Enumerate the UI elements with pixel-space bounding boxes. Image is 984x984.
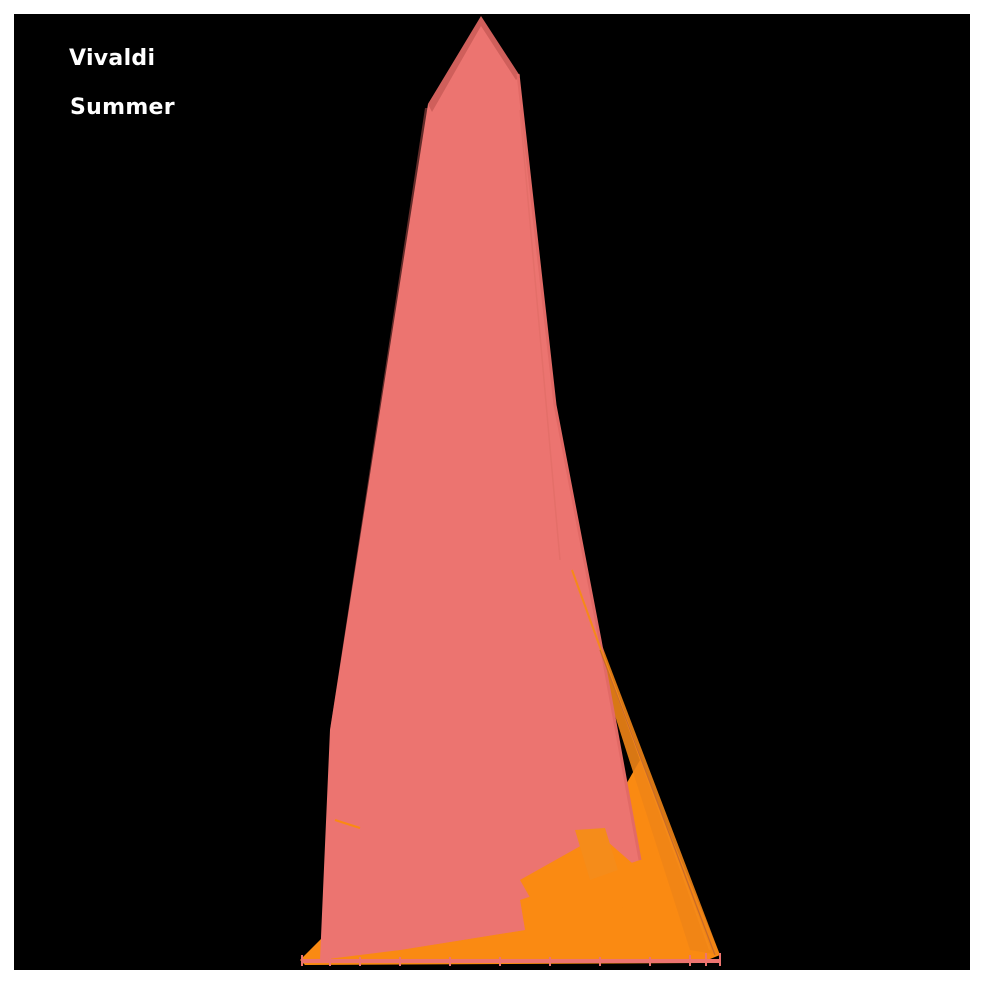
orange-thread-2 [599,649,716,956]
orange-streak-2 [575,828,618,880]
spire-inner-ridge [519,109,561,561]
composer-label: Vivaldi [69,46,156,71]
piece-label: Summer [70,95,175,120]
orange-fan-right [600,640,720,955]
pink-overlay-lower [330,870,525,955]
spire-tip [428,16,520,112]
main-spire [320,18,640,960]
orange-thread-3 [334,819,361,829]
baseline-ticks [301,953,721,966]
orange-streak-1 [520,835,650,915]
spire-ridge-right [516,73,642,861]
